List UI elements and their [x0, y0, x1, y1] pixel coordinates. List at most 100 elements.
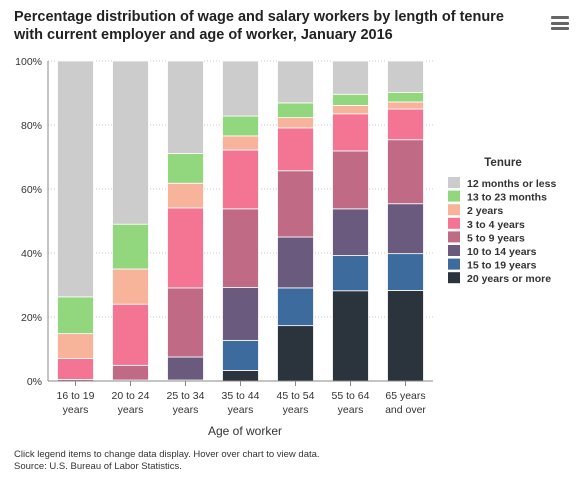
bar-segment[interactable]: [277, 325, 314, 382]
bar-segment[interactable]: [167, 207, 204, 289]
instructions-note: Click legend items to change data displa…: [14, 449, 320, 460]
legend-swatch: [448, 190, 460, 202]
x-axis: 16 to 19 years 20 to 24 years 25 to 34 years 3…: [48, 380, 433, 416]
bar-segment[interactable]: [222, 149, 259, 210]
bar-segment[interactable]: [387, 290, 424, 382]
bar-segment[interactable]: [277, 236, 314, 289]
bar-segment[interactable]: [222, 339, 259, 371]
bar-segment[interactable]: [277, 60, 314, 104]
bar-segment[interactable]: [387, 60, 424, 93]
x-axis-title: Age of worker: [208, 424, 282, 438]
bar-segment[interactable]: [112, 364, 149, 381]
y-tick-label: 40%: [21, 248, 42, 260]
legend-swatch: [448, 245, 460, 256]
bar-segment[interactable]: [57, 60, 94, 298]
bar-segment[interactable]: [222, 370, 259, 382]
y-tick-label: 20%: [21, 312, 42, 324]
legend-swatch: [448, 231, 460, 243]
legend-item[interactable]: 20 years or more: [448, 272, 551, 285]
bar-segment[interactable]: [167, 153, 204, 184]
y-tick-label: 60%: [21, 184, 42, 196]
bar-segment[interactable]: [332, 93, 369, 106]
bar-segment[interactable]: [387, 101, 424, 110]
bar-segment[interactable]: [112, 268, 149, 305]
bar-segment[interactable]: [112, 60, 149, 225]
legend-label: 15 to 19 years: [467, 260, 537, 272]
x-tick-label: 35 to 44: [222, 390, 260, 402]
legend-item[interactable]: 15 to 19 years: [448, 258, 537, 272]
bar-segment[interactable]: [332, 208, 369, 256]
chart-title: Percentage distribution of wage and sala…: [14, 9, 504, 43]
x-tick-label: 55 to 64: [332, 390, 370, 402]
bar-segment[interactable]: [387, 203, 424, 255]
legend-label: 10 to 14 years: [467, 246, 537, 258]
bar-segment[interactable]: [332, 113, 369, 152]
bar-segment[interactable]: [277, 102, 314, 119]
bars: [57, 60, 424, 382]
hamburger-menu-icon[interactable]: [551, 16, 569, 30]
bar-segment[interactable]: [277, 287, 314, 327]
legend-swatch: [448, 217, 460, 229]
x-tick-label: 25 to 34: [167, 390, 205, 402]
bar-segment[interactable]: [222, 115, 259, 137]
legend-item[interactable]: 13 to 23 months: [448, 190, 547, 204]
x-tick-label: years: [283, 404, 309, 416]
bar-segment[interactable]: [332, 105, 369, 115]
bar-segment[interactable]: [112, 223, 149, 270]
legend-label: 12 months or less: [467, 178, 556, 190]
legend-swatch: [448, 204, 460, 216]
legend-swatch: [448, 272, 460, 284]
y-tick-label: 0%: [27, 376, 42, 388]
bar-segment[interactable]: [57, 333, 94, 360]
legend-swatch: [448, 258, 460, 270]
legend-title: Tenure: [484, 157, 522, 169]
bar-segment[interactable]: [332, 150, 369, 210]
y-tick-label: 100%: [15, 56, 42, 68]
bar-segment[interactable]: [277, 117, 314, 129]
x-tick-label: 16 to 19: [57, 390, 95, 402]
bar-segment[interactable]: [167, 356, 204, 381]
legend-item[interactable]: 12 months or less: [448, 177, 556, 190]
x-tick-label: years: [118, 404, 144, 416]
legend-item[interactable]: 3 to 4 years: [448, 217, 525, 231]
bar-segment[interactable]: [222, 287, 259, 341]
bar-segment[interactable]: [387, 108, 424, 141]
bar-segment[interactable]: [167, 60, 204, 154]
x-tick-label: 65 years: [385, 390, 425, 402]
y-axis: 0% 20% 40% 60% 80% 100%: [15, 56, 49, 388]
legend-item[interactable]: 2 years: [448, 204, 503, 217]
bar-segment[interactable]: [112, 303, 149, 366]
legend-swatch: [448, 177, 460, 188]
legend-label: 3 to 4 years: [467, 219, 525, 231]
x-tick-label: years: [173, 404, 199, 416]
bar-segment[interactable]: [57, 358, 94, 380]
bar-segment[interactable]: [222, 60, 259, 117]
bar-segment[interactable]: [222, 135, 259, 151]
legend-item[interactable]: 5 to 9 years: [448, 231, 525, 244]
x-tick-label: 20 to 24: [112, 390, 150, 402]
chart-notes: Click legend items to change data displa…: [14, 449, 320, 473]
bar-segment[interactable]: [57, 296, 94, 335]
x-tick-label: and over: [385, 404, 426, 416]
legend-label: 13 to 23 months: [467, 192, 547, 204]
bar-segment[interactable]: [277, 170, 314, 238]
bar-segment[interactable]: [332, 60, 369, 95]
x-tick-label: years: [338, 404, 364, 416]
bar-segment[interactable]: [222, 208, 259, 288]
x-tick-label: 45 to 54: [277, 390, 315, 402]
bar-segment[interactable]: [387, 91, 424, 103]
bar-segment[interactable]: [387, 253, 424, 291]
legend: Tenure 12 months or less 13 to 23 months2 …: [448, 157, 556, 285]
bar-segment[interactable]: [332, 255, 369, 292]
bar-segment[interactable]: [167, 287, 204, 358]
bar-segment[interactable]: [167, 182, 204, 209]
bar-segment[interactable]: [332, 290, 369, 382]
x-tick-label: years: [63, 404, 89, 416]
x-tick-label: years: [228, 404, 254, 416]
legend-label: 2 years: [467, 205, 503, 217]
legend-label: 20 years or more: [467, 273, 551, 285]
bar-segment[interactable]: [387, 139, 424, 205]
bar-segment[interactable]: [277, 127, 314, 172]
legend-item[interactable]: 10 to 14 years: [448, 245, 537, 258]
